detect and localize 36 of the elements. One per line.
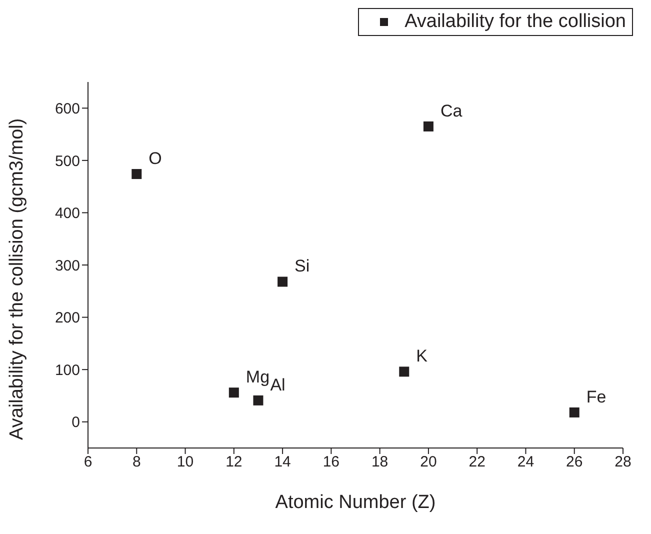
- x-tick-label: 8: [132, 454, 141, 471]
- x-tick-label: 14: [274, 454, 291, 471]
- annotation: O: [148, 149, 162, 168]
- point: [569, 407, 580, 418]
- point: [423, 121, 434, 132]
- x-tick-label: 6: [84, 454, 92, 471]
- x-axis-title: Atomic Number (Z): [275, 492, 436, 513]
- annotation: Mg: [246, 368, 270, 387]
- point: [132, 169, 142, 180]
- x-tick-label: 16: [322, 454, 340, 471]
- point: [253, 395, 264, 406]
- x-tick-label: 22: [468, 454, 486, 471]
- annotation: Al: [270, 375, 286, 394]
- x-tick-label: 24: [517, 454, 534, 471]
- y-tick-label: 200: [54, 310, 80, 327]
- legend-label: Availability for the collision: [404, 11, 626, 33]
- annotation: Ca: [440, 101, 463, 120]
- y-tick-label: 100: [54, 362, 80, 379]
- point: [399, 366, 410, 377]
- y-tick-label: 300: [54, 257, 80, 274]
- x-tick-label: 12: [226, 454, 242, 471]
- x-tick-label: 20: [420, 454, 437, 471]
- x-tick-label: 18: [371, 454, 388, 471]
- point: [278, 276, 288, 287]
- y-tick-label: 0: [72, 414, 80, 432]
- y-axis-title: Availability for the collision (gcm3/mol): [6, 118, 28, 440]
- point: [228, 388, 239, 398]
- y-tick-label: 400: [54, 205, 80, 222]
- annotation: Fe: [586, 387, 606, 406]
- x-tick-label: 28: [614, 454, 632, 471]
- x-tick-label: 26: [566, 454, 583, 471]
- annotation: K: [416, 346, 428, 366]
- y-tick-label: 600: [54, 100, 80, 118]
- annotation: Si: [294, 256, 310, 276]
- y-tick-label: 500: [54, 152, 80, 170]
- x-tick-label: 10: [176, 454, 194, 471]
